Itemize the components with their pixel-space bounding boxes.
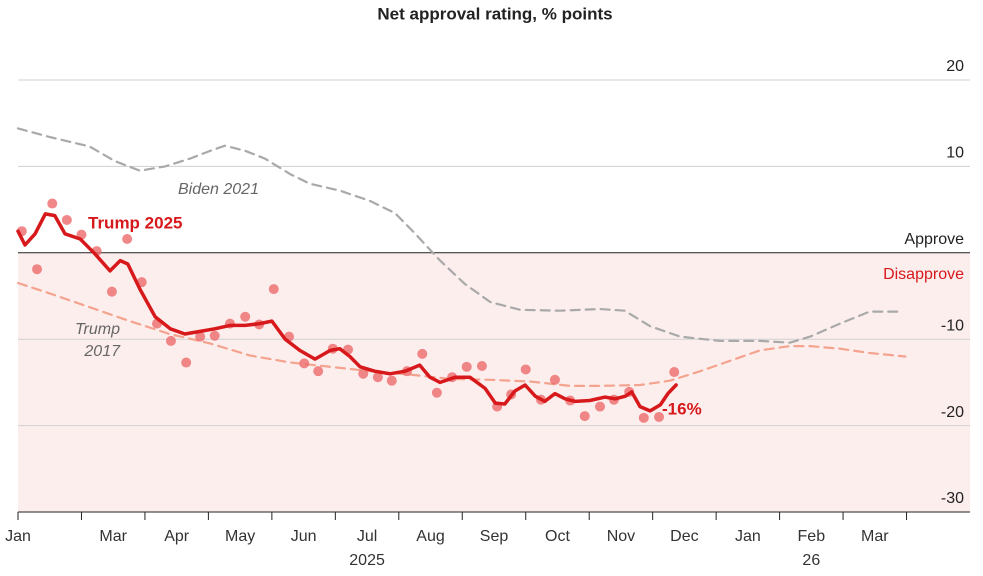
poll-dot [520,364,531,375]
poll-dot [358,368,369,379]
annotation: 2017 [83,343,121,360]
x-tick-label: Aug [416,528,444,545]
poll-dot [61,214,72,225]
poll-dot [476,360,487,371]
disapprove-area [18,252,970,513]
y-tick-label: 10 [946,145,964,162]
annotation: Trump 2025 [88,213,183,232]
x-tick-label: Mar [99,528,127,545]
poll-dot [240,311,251,322]
annotation: Biden 2021 [178,181,259,198]
poll-dot [579,411,590,422]
poll-dot [431,387,442,398]
y-tick-label: -30 [941,490,964,507]
x-tick-label: Sep [480,528,509,545]
x-year-label: 26 [802,552,820,569]
x-tick-label: Apr [164,528,190,545]
x-tick-label: Nov [607,528,635,545]
poll-dot [372,372,383,383]
y-tick-label: -10 [941,317,964,334]
poll-dot [417,348,428,359]
poll-dot [299,358,310,369]
poll-dot [195,331,206,342]
x-tick-label: May [225,528,255,545]
poll-dot [669,367,680,378]
x-tick-label: Mar [861,528,889,545]
series-line [16,212,678,413]
poll-dot [106,286,117,297]
poll-dot [313,366,324,377]
x-tick-label: Jan [735,528,761,545]
annotation: Trump [75,321,120,338]
x-tick-label: Jan [5,528,31,545]
poll-dot [268,284,279,295]
y-tick-label: 20 [946,58,964,75]
poll-dot [122,233,133,244]
series-line [16,127,899,344]
chart-title: Net approval rating, % points [377,4,612,23]
poll-dot [165,335,176,346]
y-tick-label: -20 [941,404,964,421]
poll-dot [386,375,397,386]
y-tick-label: Approve [904,231,964,248]
annotation: -16% [662,399,702,418]
poll-dot [654,411,665,422]
poll-dot [638,412,649,423]
poll-dot [461,361,472,372]
x-year-label: 2025 [349,552,385,569]
poll-dot [32,264,43,275]
series-line [16,281,907,387]
x-tick-label: Oct [545,528,570,545]
poll-dot [47,198,58,209]
x-tick-label: Feb [798,528,826,545]
poll-dot [594,401,605,412]
x-tick-label: Dec [670,528,698,545]
disapprove-label: Disapprove [883,266,964,283]
x-tick-label: Jul [357,528,377,545]
poll-dot [209,330,220,341]
poll-dot [549,374,560,385]
poll-dot [181,357,192,368]
x-tick-label: Jun [291,528,317,545]
